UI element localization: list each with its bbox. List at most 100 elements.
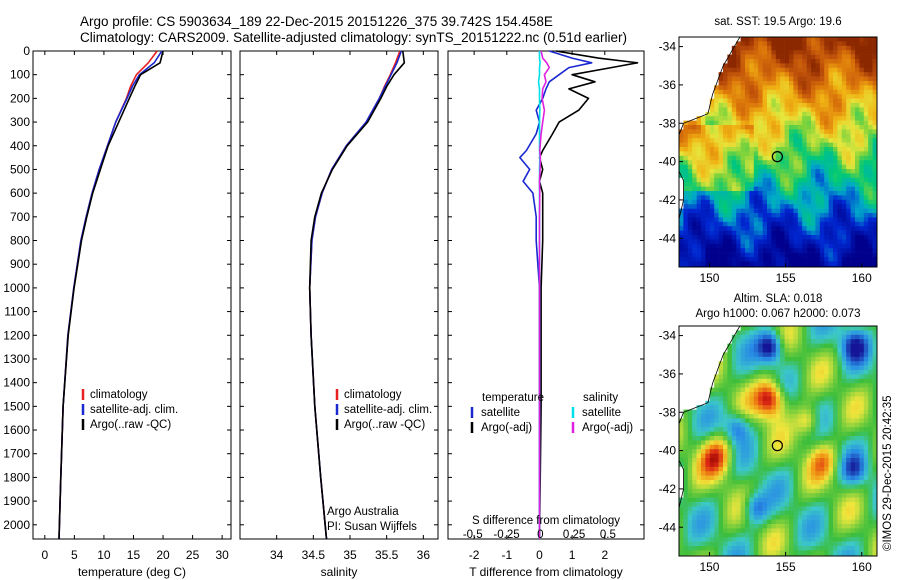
series-line-argo (58, 50, 164, 540)
map-field (679, 326, 877, 556)
s-tick-label: 0.5 (600, 529, 616, 541)
temperature-panel: 0100200300400500600700800900100011001200… (3, 44, 232, 579)
y-tick-label: -40 (659, 155, 677, 169)
x-tick-label: 34.5 (302, 548, 326, 562)
salinity-panel: 34 34.5 35 35.5 36 salinity climatology satelli… (239, 50, 439, 579)
y-tick-label: 1400 (3, 376, 30, 390)
coastline (679, 37, 741, 221)
pi-label: PI: Susan Wijffels (327, 521, 417, 533)
figure-title-line1: Argo profile: CS 5903634_189 22-Dec-2015… (80, 14, 553, 29)
y-tick-label: -42 (659, 482, 677, 496)
map-frame (678, 36, 878, 268)
map-subtitle: Argo h1000: 0.067 h2000: 0.073 (696, 308, 861, 320)
x-tick-label: 10 (97, 548, 111, 562)
y-tick-label: -34 (659, 40, 677, 54)
x-tick-label: 1 (569, 548, 576, 562)
sst-map-panel: 150 155 160 -34 -36 -38 -40 -42 -44 sat. SST: 19.… (659, 16, 878, 285)
y-tick-label: 1900 (3, 494, 30, 508)
map-title: sat. SST: 19.5 Argo: 19.6 (714, 16, 841, 28)
legend-label: Argo(..raw -QC) (344, 419, 425, 431)
y-tick-label: -40 (659, 444, 677, 458)
y-tick-label: 500 (10, 162, 30, 176)
x-tick-label: 150 (699, 560, 719, 574)
series-line-argo (308, 50, 406, 540)
y-tick-label: 100 (10, 68, 30, 82)
coastline (679, 326, 741, 510)
y-tick-label: 1700 (3, 447, 30, 461)
legend-label: climatology (344, 389, 402, 401)
y-tick-label: 1600 (3, 423, 30, 437)
legend-label: satellite (582, 407, 621, 419)
y-tick-label: -42 (659, 193, 677, 207)
x-tick-label: 155 (776, 271, 796, 285)
y-tick-label: -36 (659, 367, 677, 381)
y-tick-label: 1800 (3, 470, 30, 484)
x-tick-label: 0 (536, 548, 543, 562)
x-axis-label: temperature (deg C) (78, 565, 186, 579)
legend-header: salinity (583, 392, 618, 404)
series-line-t-argo-adj- (538, 50, 639, 540)
y-tick-label: 600 (10, 186, 30, 200)
y-tick-label: 0 (23, 44, 30, 58)
y-tick-label: -38 (659, 116, 677, 130)
map-field (679, 37, 877, 267)
imos-credit: ©IMOS 29-Dec-2015 20:42:35 (882, 395, 894, 551)
x-tick-label: 34 (270, 548, 284, 562)
plot-frame (32, 50, 232, 540)
x-tick-label: 2 (601, 548, 608, 562)
y-tick-label: 700 (10, 210, 30, 224)
sla-map-panel: 150 155 160 -34 -36 -38 -40 -42 -44 Altim. SLA: 0… (659, 293, 878, 574)
x-tick-label: 5 (71, 548, 78, 562)
x-tick-label: 160 (852, 271, 872, 285)
s-tick-label: -0.5 (463, 529, 483, 541)
y-tick-label: -36 (659, 78, 677, 92)
y-tick-label: 400 (10, 139, 30, 153)
x-tick-label: 150 (699, 271, 719, 285)
x-axis-label: T difference from climatology (469, 565, 623, 579)
x-axis-label: salinity (321, 565, 358, 579)
y-tick-label: 2000 (3, 518, 30, 532)
difference-panel: -2 -1 0 1 2 T difference from climatology -0.5… (447, 50, 645, 579)
map-frame (678, 325, 878, 557)
org-label: Argo Australia (327, 506, 399, 518)
x-tick-label: 25 (186, 548, 200, 562)
y-tick-label: 1200 (3, 328, 30, 342)
legend-label: climatology (90, 389, 148, 401)
y-tick-label: -34 (659, 329, 677, 343)
plot-frame (239, 50, 439, 540)
x-tick-label: 15 (127, 548, 141, 562)
series-line-s-argo-adj- (538, 50, 551, 539)
y-tick-label: 800 (10, 234, 30, 248)
legend-label: Argo(-adj) (481, 422, 532, 434)
x-tick-label: 30 (215, 548, 229, 562)
y-tick-label: -38 (659, 405, 677, 419)
s-axis-label: S difference from climatology (472, 515, 620, 527)
figure-title-line2: Climatology: CARS2009. Satellite-adjuste… (80, 30, 627, 45)
s-tick-label: 0.25 (563, 529, 585, 541)
series-line-t-satellite (519, 50, 593, 539)
s-tick-label: 0 (537, 529, 543, 541)
x-tick-label: 155 (776, 560, 796, 574)
y-tick-label: -44 (659, 520, 677, 534)
x-tick-label: 0 (41, 548, 48, 562)
legend-label: satellite-adj. clim. (90, 404, 178, 416)
legend-label: Argo(-adj) (582, 422, 633, 434)
legend-label: satellite-adj. clim. (344, 404, 432, 416)
y-tick-label: 900 (10, 257, 30, 271)
legend-label: satellite (481, 407, 520, 419)
x-tick-label: -1 (501, 548, 512, 562)
x-tick-label: 36 (417, 548, 431, 562)
s-tick-label: -0.25 (493, 529, 519, 541)
map-title: Altim. SLA: 0.018 (734, 293, 823, 305)
x-tick-label: 35.5 (375, 548, 399, 562)
legend-label: Argo(..raw -QC) (90, 419, 171, 431)
x-tick-label: -2 (469, 548, 480, 562)
x-tick-label: 20 (156, 548, 170, 562)
y-tick-label: 300 (10, 115, 30, 129)
plot-frame (447, 50, 645, 540)
y-tick-label: 1000 (3, 281, 30, 295)
y-tick-label: 1100 (4, 305, 30, 319)
y-tick-label: 1500 (3, 399, 30, 413)
profile-marker (771, 151, 783, 163)
